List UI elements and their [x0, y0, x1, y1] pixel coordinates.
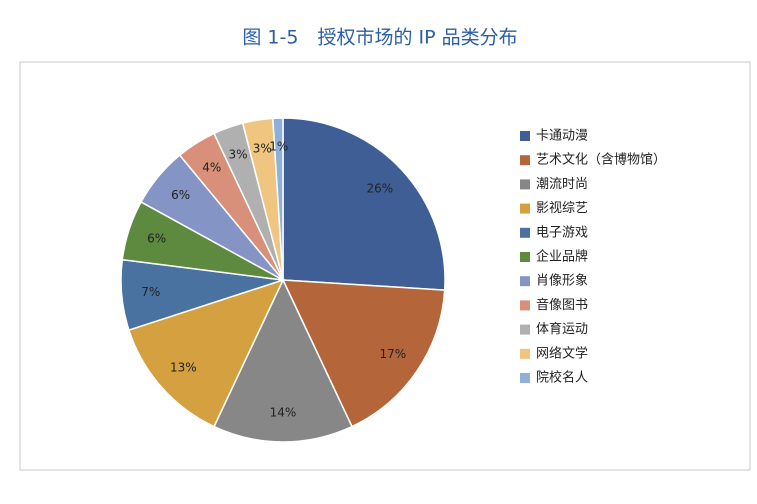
legend-swatch [520, 276, 530, 287]
legend-swatch [520, 300, 530, 311]
legend-swatch [520, 155, 530, 166]
data-label: 3% [253, 141, 272, 155]
legend-swatch [520, 373, 530, 383]
legend-swatch [520, 348, 530, 359]
data-label: 7% [141, 285, 160, 299]
legend-swatch [520, 252, 530, 262]
pie-slice [213, 278, 353, 443]
legend-swatch [520, 203, 530, 214]
legend-label: 网络文学 [536, 345, 588, 361]
legend-label: 企业品牌 [536, 249, 588, 265]
legend-label: 体育运动 [536, 321, 588, 337]
legend-label: 院校名人 [536, 370, 588, 386]
data-label: 3% [228, 148, 247, 162]
data-label: 17% [380, 347, 407, 361]
pie-slice [281, 279, 446, 428]
data-label: 14% [270, 405, 297, 419]
legend-label: 肖像形象 [536, 274, 588, 289]
legend-label: 潮流时尚 [536, 177, 588, 192]
chart-title: 图 1-5 授权市场的 IP 品类分布 [242, 27, 517, 49]
legend-label: 影视综艺 [536, 201, 588, 216]
legend-swatch [520, 131, 530, 141]
data-label: 26% [367, 182, 394, 196]
data-label: 13% [170, 360, 197, 374]
legend-label: 电子游戏 [536, 225, 588, 240]
pie-slice [127, 278, 285, 428]
legend-label: 艺术文化（含博物馆） [536, 152, 666, 168]
legend-swatch [520, 179, 530, 190]
data-label: 1% [269, 140, 288, 154]
pie-slice [272, 117, 284, 281]
legend-label: 卡通动漫 [536, 129, 588, 144]
data-label: 4% [202, 160, 221, 174]
legend-label: 音像图书 [536, 297, 588, 313]
legend-swatch [520, 324, 530, 335]
data-label: 6% [147, 231, 166, 245]
data-label: 6% [171, 188, 190, 202]
legend-swatch [520, 227, 530, 238]
pie-slice [282, 117, 446, 291]
